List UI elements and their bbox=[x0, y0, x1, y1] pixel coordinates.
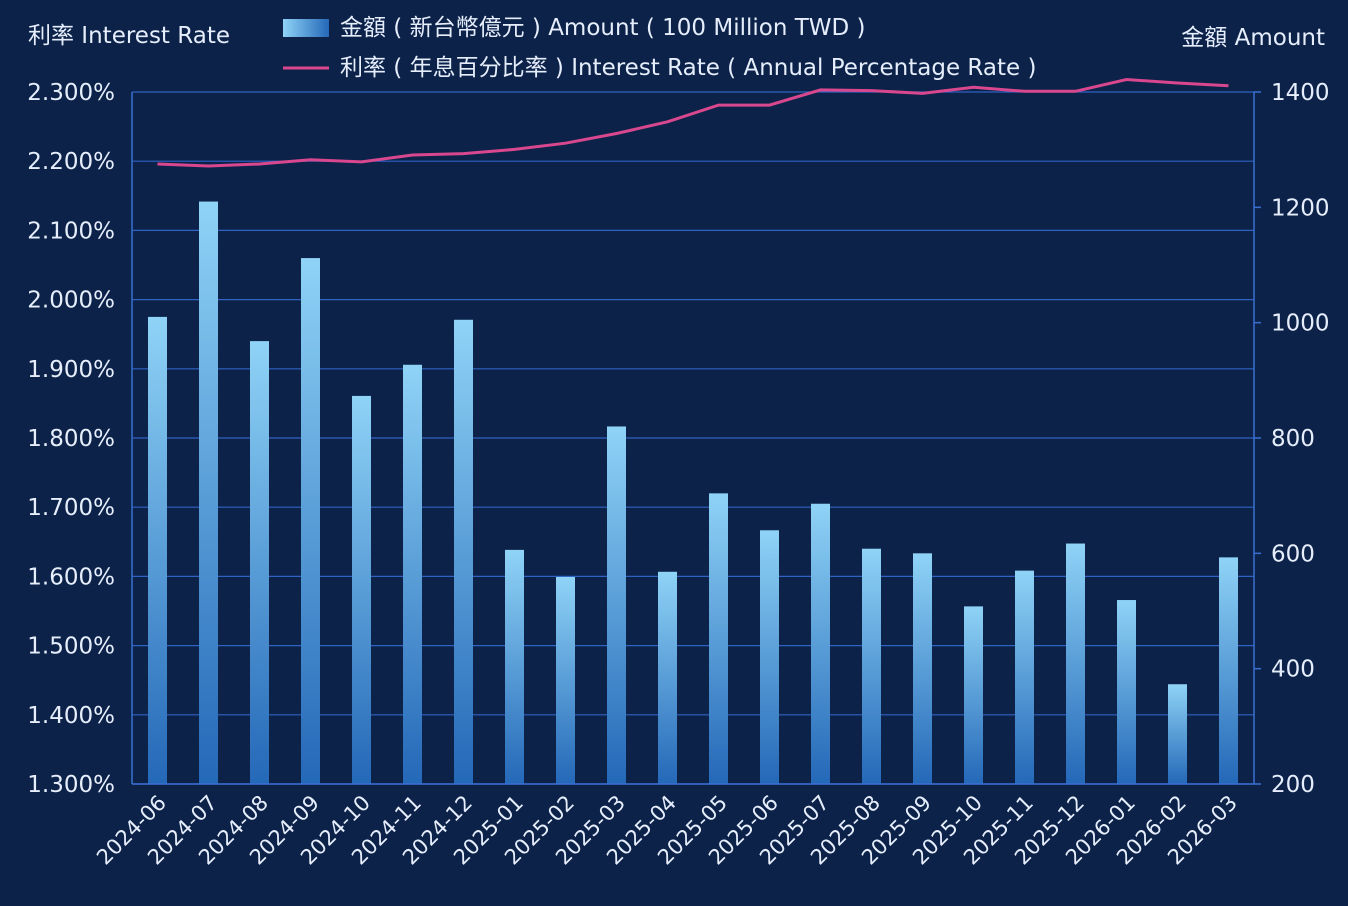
left-axis-ticks: 1.300% 1.400% 1.500% 1.600% 1.700% 1.800% 1.90… bbox=[27, 80, 115, 798]
interest-rate-line bbox=[157, 77, 1229, 168]
left-tick-label: 2.100% bbox=[27, 218, 115, 244]
gridlines bbox=[132, 91, 1254, 785]
right-tick-label: 800 bbox=[1271, 426, 1315, 452]
bar-2025-12 bbox=[1066, 543, 1085, 784]
bar-2025-09 bbox=[913, 553, 932, 784]
bar-2025-08 bbox=[862, 548, 881, 784]
left-tick-label: 1.900% bbox=[27, 357, 115, 383]
bar-2025-03 bbox=[607, 426, 626, 784]
right-tick-label: 1000 bbox=[1271, 311, 1330, 337]
bar-series bbox=[148, 201, 1238, 785]
left-tick-label: 1.400% bbox=[27, 703, 115, 729]
left-tick-label: 2.200% bbox=[27, 149, 115, 175]
bar-2024-12 bbox=[454, 319, 473, 784]
bar-2026-02 bbox=[1168, 684, 1187, 784]
bar-2025-06 bbox=[760, 530, 779, 784]
legend: 金額 ( 新台幣億元 ) Amount ( 100 Million TWD ) … bbox=[283, 15, 1036, 81]
bar-2024-06 bbox=[148, 316, 167, 784]
left-axis-title: 利率 Interest Rate bbox=[28, 23, 230, 49]
left-tick-label: 2.000% bbox=[27, 288, 115, 314]
right-tick-label: 200 bbox=[1271, 772, 1315, 798]
bar-2024-07 bbox=[199, 201, 218, 785]
bar-2025-04 bbox=[658, 571, 677, 784]
bar-2026-01 bbox=[1117, 600, 1136, 784]
bar-2025-01 bbox=[505, 549, 524, 784]
right-tick-label: 400 bbox=[1271, 657, 1315, 683]
left-tick-label: 1.700% bbox=[27, 495, 115, 521]
left-tick-label: 1.300% bbox=[27, 772, 115, 798]
bar-2024-08 bbox=[250, 341, 269, 784]
right-axis-ticks: 200 400 600 800 1000 1200 1400 bbox=[1254, 80, 1330, 798]
left-tick-label: 1.800% bbox=[27, 426, 115, 452]
left-tick-label: 2.300% bbox=[27, 80, 115, 106]
x-axis-ticks: 2024-062024-072024-082024-092024-102024-… bbox=[92, 791, 1242, 870]
bar-2024-10 bbox=[352, 395, 371, 784]
bar-2025-10 bbox=[964, 606, 983, 784]
bar-2026-03 bbox=[1219, 557, 1238, 784]
right-tick-label: 1200 bbox=[1271, 195, 1330, 221]
bar-2025-11 bbox=[1015, 570, 1034, 784]
bar-2025-02 bbox=[556, 576, 575, 784]
left-tick-label: 1.500% bbox=[27, 634, 115, 660]
legend-bar-label: 金額 ( 新台幣億元 ) Amount ( 100 Million TWD ) bbox=[340, 15, 866, 41]
legend-line-label: 利率 ( 年息百分比率 ) Interest Rate ( Annual Per… bbox=[340, 55, 1036, 81]
right-tick-label: 1400 bbox=[1271, 80, 1330, 106]
bar-2025-05 bbox=[709, 493, 728, 784]
legend-bar-swatch bbox=[283, 19, 329, 37]
left-tick-label: 1.600% bbox=[27, 564, 115, 590]
bar-2024-09 bbox=[301, 258, 320, 785]
right-tick-label: 600 bbox=[1271, 541, 1315, 567]
bar-2025-07 bbox=[811, 503, 830, 784]
bar-2024-11 bbox=[403, 364, 422, 784]
right-axis-title: 金額 Amount bbox=[1181, 25, 1325, 51]
